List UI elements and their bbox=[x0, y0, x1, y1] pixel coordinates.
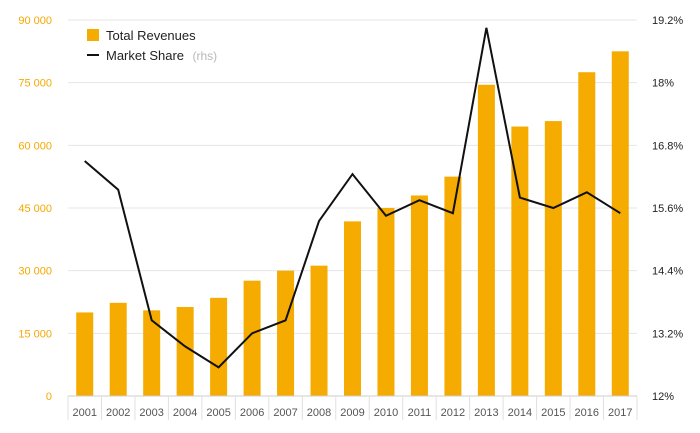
bar-2011 bbox=[410, 195, 428, 396]
x-axis-baseline bbox=[67, 395, 638, 420]
gridlines bbox=[68, 19, 637, 334]
x-tick-label: 2012 bbox=[441, 407, 465, 419]
legend-swatch-total-revenues bbox=[87, 29, 99, 41]
x-tick-label: 2009 bbox=[340, 407, 364, 419]
left-tick-label: 0 bbox=[46, 391, 52, 403]
right-tick-label: 13.2% bbox=[652, 328, 683, 340]
x-tick-label: 2010 bbox=[374, 407, 398, 419]
left-tick-label: 45 000 bbox=[18, 203, 52, 215]
x-tick-label: 2002 bbox=[106, 407, 130, 419]
legend: Total Revenues Market Share (rhs) bbox=[87, 28, 217, 64]
x-tick-label: 2006 bbox=[240, 407, 264, 419]
x-tick-label: 2013 bbox=[474, 407, 498, 419]
bar-2014 bbox=[511, 126, 529, 397]
x-tick-label: 2014 bbox=[508, 407, 532, 419]
x-tick-label: 2007 bbox=[273, 407, 297, 419]
bar-2001 bbox=[76, 312, 94, 396]
right-tick-label: 16.8% bbox=[652, 140, 683, 152]
bar-2012 bbox=[444, 176, 462, 396]
bar-2010 bbox=[377, 208, 395, 396]
x-tick-label: 2016 bbox=[575, 407, 599, 419]
left-tick-label: 75 000 bbox=[18, 78, 52, 90]
bar-2007 bbox=[277, 270, 295, 396]
x-tick-label: 2015 bbox=[541, 407, 565, 419]
bar-2015 bbox=[544, 121, 562, 396]
bar-2002 bbox=[109, 302, 127, 396]
bar-2006 bbox=[243, 280, 261, 396]
bar-2013 bbox=[477, 84, 495, 396]
legend-market-share-note: (rhs) bbox=[193, 49, 218, 63]
x-tick-label: 2008 bbox=[307, 407, 331, 419]
left-axis-ticks: 0 15 000 30 000 45 000 60 000 75 000 90 000 bbox=[18, 15, 52, 403]
x-tick-label: 2001 bbox=[72, 407, 96, 419]
right-tick-label: 15.6% bbox=[652, 203, 683, 215]
bar-2016 bbox=[578, 72, 596, 396]
left-tick-label: 30 000 bbox=[18, 266, 52, 278]
legend-label-market-share: Market Share (rhs) bbox=[106, 47, 217, 64]
right-tick-label: 19.2% bbox=[652, 15, 683, 27]
bar-2003 bbox=[143, 310, 161, 396]
bar-2008 bbox=[310, 265, 328, 396]
left-tick-label: 15 000 bbox=[18, 328, 52, 340]
x-tick-label: 2011 bbox=[408, 407, 432, 419]
x-tick-label: 2004 bbox=[173, 407, 197, 419]
market-share-line-group bbox=[84, 27, 621, 369]
x-axis-ticks: 2001 2002 2003 2004 2005 2006 2007 2008 2009 2010… bbox=[72, 407, 632, 419]
left-tick-label: 60 000 bbox=[18, 140, 52, 152]
bar-2004 bbox=[176, 307, 194, 396]
x-tick-label: 2005 bbox=[206, 407, 230, 419]
right-tick-label: 14.4% bbox=[652, 266, 683, 278]
x-tick-label: 2003 bbox=[139, 407, 163, 419]
x-tick-label: 2017 bbox=[608, 407, 632, 419]
bar-2017 bbox=[611, 51, 629, 396]
bar-2005 bbox=[210, 297, 228, 396]
legend-market-share-text: Market Share bbox=[106, 48, 184, 63]
right-axis-ticks: 12% 13.2% 14.4% 15.6% 16.8% 18% 19.2% bbox=[652, 15, 683, 403]
right-tick-label: 12% bbox=[652, 391, 674, 403]
legend-label-total-revenues: Total Revenues bbox=[106, 28, 196, 43]
bar-2009 bbox=[344, 221, 361, 396]
right-tick-label: 18% bbox=[652, 78, 674, 90]
market-share-line bbox=[84, 27, 621, 369]
left-tick-label: 90 000 bbox=[18, 15, 52, 27]
revenue-bars bbox=[76, 51, 629, 397]
